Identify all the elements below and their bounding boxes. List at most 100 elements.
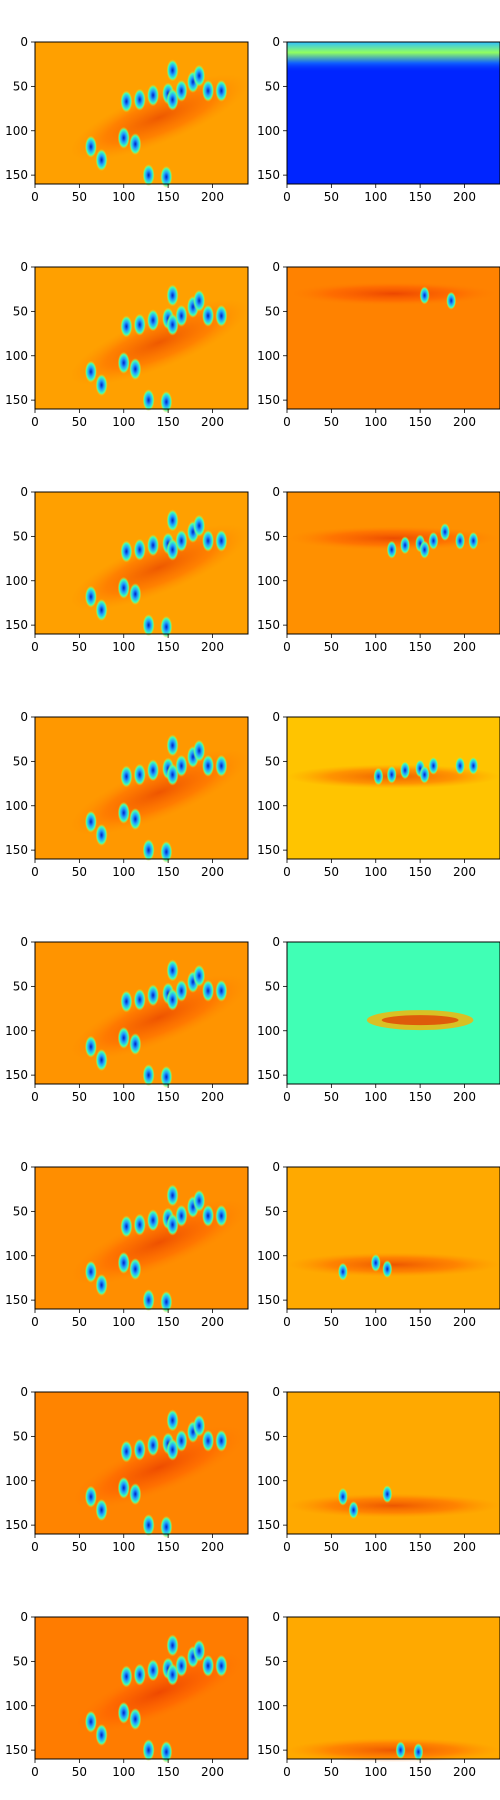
y-tick-label: 50 [13, 1654, 28, 1668]
axes-frame [286, 1391, 500, 1535]
heatmap-blob [129, 1483, 142, 1506]
x-tick-label: 50 [324, 865, 339, 879]
heatmap-blob [133, 538, 146, 561]
heatmap-blob [84, 1485, 97, 1508]
heatmap-right-row-1 [287, 267, 500, 409]
heatmap-blob [84, 585, 97, 608]
heatmap-left-row-5 [35, 1167, 249, 1313]
heatmap-blob [95, 1724, 108, 1747]
heatmap-blob [120, 90, 133, 113]
heatmap-right-row-4 [287, 942, 500, 1084]
y-tick-label: 100 [5, 1024, 28, 1038]
axes-8: 0 50 100 150 200 0 50 100 150 [5, 935, 249, 1104]
axes-13: 0 50 100 150 200 0 50 100 150 [257, 1385, 500, 1554]
y-tick-label: 100 [5, 124, 28, 138]
y-tick-label: 0 [272, 710, 280, 724]
heatmap-blob [202, 1204, 215, 1227]
x-tick-label: 50 [324, 1315, 339, 1329]
heatmap-blob [193, 514, 206, 537]
x-tick-label: 200 [453, 1765, 476, 1779]
heatmap-blob [160, 165, 173, 188]
x-tick-label: 0 [283, 865, 291, 879]
heatmap-blob [84, 810, 97, 833]
heatmap-blob [382, 1485, 393, 1504]
heatmap-blob [117, 1026, 130, 1049]
x-tick-label: 100 [112, 1540, 135, 1554]
heatmap-blob [428, 531, 439, 550]
heatmap-blob [84, 135, 97, 158]
heatmap-background [287, 1617, 500, 1759]
x-tick-label: 150 [409, 415, 432, 429]
axes-frame [34, 1616, 249, 1760]
heatmap-blob [160, 1065, 173, 1088]
axes-frame [34, 941, 249, 1085]
heatmap-blob [133, 1213, 146, 1236]
heatmap-blob [147, 759, 160, 782]
x-tick-label: 50 [324, 1540, 339, 1554]
heatmap-blob [202, 754, 215, 777]
heatmap-blob [95, 1274, 108, 1297]
heatmap-blob [120, 1215, 133, 1238]
heatmap-blob [193, 1189, 206, 1212]
x-tick-label: 100 [364, 1765, 387, 1779]
axes-4: 0 50 100 150 200 0 50 100 150 [5, 485, 249, 654]
x-tick-label: 150 [157, 1540, 180, 1554]
heatmap-right-row-6 [287, 1392, 500, 1534]
x-tick-label: 150 [409, 1540, 432, 1554]
heatmap-blob [428, 756, 439, 775]
heatmap-right-row-5 [287, 1167, 500, 1309]
x-tick-label: 0 [31, 1765, 39, 1779]
heatmap-blob [193, 1639, 206, 1662]
heatmap-blob [95, 149, 108, 172]
heatmap-right-row-0 [287, 42, 500, 184]
heatmap-blob [166, 763, 179, 786]
y-tick-label: 100 [257, 574, 280, 588]
x-tick-label: 150 [409, 1090, 432, 1104]
x-tick-label: 100 [364, 1540, 387, 1554]
heatmap-blob [120, 1440, 133, 1463]
y-tick-label: 100 [5, 349, 28, 363]
heatmap-blob [142, 1289, 155, 1312]
y-tick-label: 50 [265, 1654, 280, 1668]
x-tick-label: 50 [72, 640, 87, 654]
heatmap-band [287, 1738, 500, 1763]
x-tick-label: 50 [324, 190, 339, 204]
x-tick-label: 100 [364, 865, 387, 879]
x-tick-label: 200 [453, 1315, 476, 1329]
heatmap-blob [202, 979, 215, 1002]
heatmap-blob [370, 1253, 381, 1272]
heatmap-background [287, 492, 500, 634]
heatmap-blob [160, 840, 173, 863]
x-tick-label: 50 [72, 1090, 87, 1104]
y-tick-label: 0 [272, 485, 280, 499]
heatmap-blob [413, 1742, 424, 1761]
axes-11: 0 50 100 150 200 0 50 100 150 [257, 1160, 500, 1329]
heatmap-blob [202, 529, 215, 552]
heatmap-blob [175, 1204, 188, 1227]
x-tick-label: 0 [283, 640, 291, 654]
x-tick-label: 0 [31, 865, 39, 879]
x-tick-label: 200 [453, 1090, 476, 1104]
heatmap-blob [133, 88, 146, 111]
x-tick-label: 0 [31, 640, 39, 654]
axes-1: 0 50 100 150 200 0 50 100 150 [257, 35, 500, 204]
heatmap-blob [160, 390, 173, 413]
x-tick-label: 0 [283, 1765, 291, 1779]
heatmap-blob [129, 1708, 142, 1731]
heatmap-blob [373, 767, 384, 786]
y-tick-label: 150 [257, 618, 280, 632]
y-tick-label: 100 [257, 1699, 280, 1713]
axes-frame [286, 716, 500, 860]
heatmap-right-row-7 [287, 1617, 500, 1763]
y-tick-label: 50 [13, 1204, 28, 1218]
y-tick-label: 50 [265, 1429, 280, 1443]
heatmap-blob [215, 1429, 228, 1452]
y-tick-label: 150 [5, 1293, 28, 1307]
x-tick-label: 50 [72, 1765, 87, 1779]
heatmap-blob [215, 79, 228, 102]
heatmap-blob [147, 1434, 160, 1457]
heatmap-blob [166, 284, 179, 307]
heatmap-blob [160, 1290, 173, 1313]
x-tick-label: 150 [409, 1765, 432, 1779]
heatmap-blob [337, 1262, 348, 1281]
